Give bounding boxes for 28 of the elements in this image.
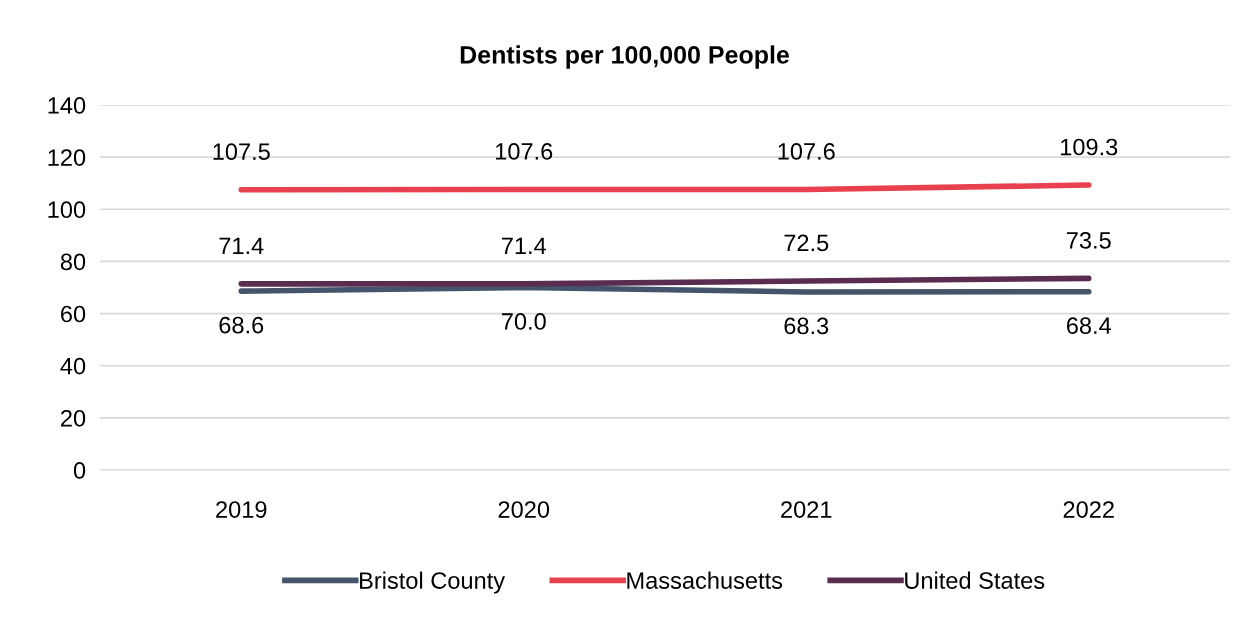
legend-label: United States: [905, 571, 1045, 589]
y-tick-label: 140: [48, 97, 86, 114]
data-label: 107.6: [778, 143, 835, 160]
x-tick-label: 2021: [781, 501, 832, 518]
chart-title: Dentists per 100,000 People: [460, 45, 790, 69]
data-label: 73.5: [1066, 231, 1111, 249]
data-label: 72.5: [784, 234, 829, 252]
x-tick-label: 2020: [498, 501, 550, 518]
y-tick-label: 60: [61, 305, 86, 323]
y-tick-label: 120: [48, 149, 86, 166]
data-label: 107.6: [496, 143, 553, 160]
y-tick-label: 40: [60, 357, 86, 375]
legend-label: Massachusetts: [627, 571, 783, 589]
data-label: 71.4: [219, 237, 264, 254]
y-tick-label: 80: [60, 253, 86, 271]
x-tick-label: 2022: [1063, 501, 1114, 518]
data-label: 68.3: [784, 317, 829, 335]
data-label: 70.0: [501, 313, 546, 330]
data-label: 71.4: [501, 237, 547, 254]
x-tick-label: 2019: [216, 501, 267, 518]
y-tick-label: 0: [73, 462, 86, 479]
data-label: 68.4: [1066, 317, 1112, 335]
data-label: 107.5: [213, 143, 270, 161]
y-tick-label: 100: [48, 201, 86, 219]
data-label: 68.6: [219, 316, 264, 334]
data-label: 109.3: [1061, 138, 1118, 156]
y-tick-label: 20: [61, 409, 86, 427]
legend-label: Bristol County: [360, 571, 506, 594]
